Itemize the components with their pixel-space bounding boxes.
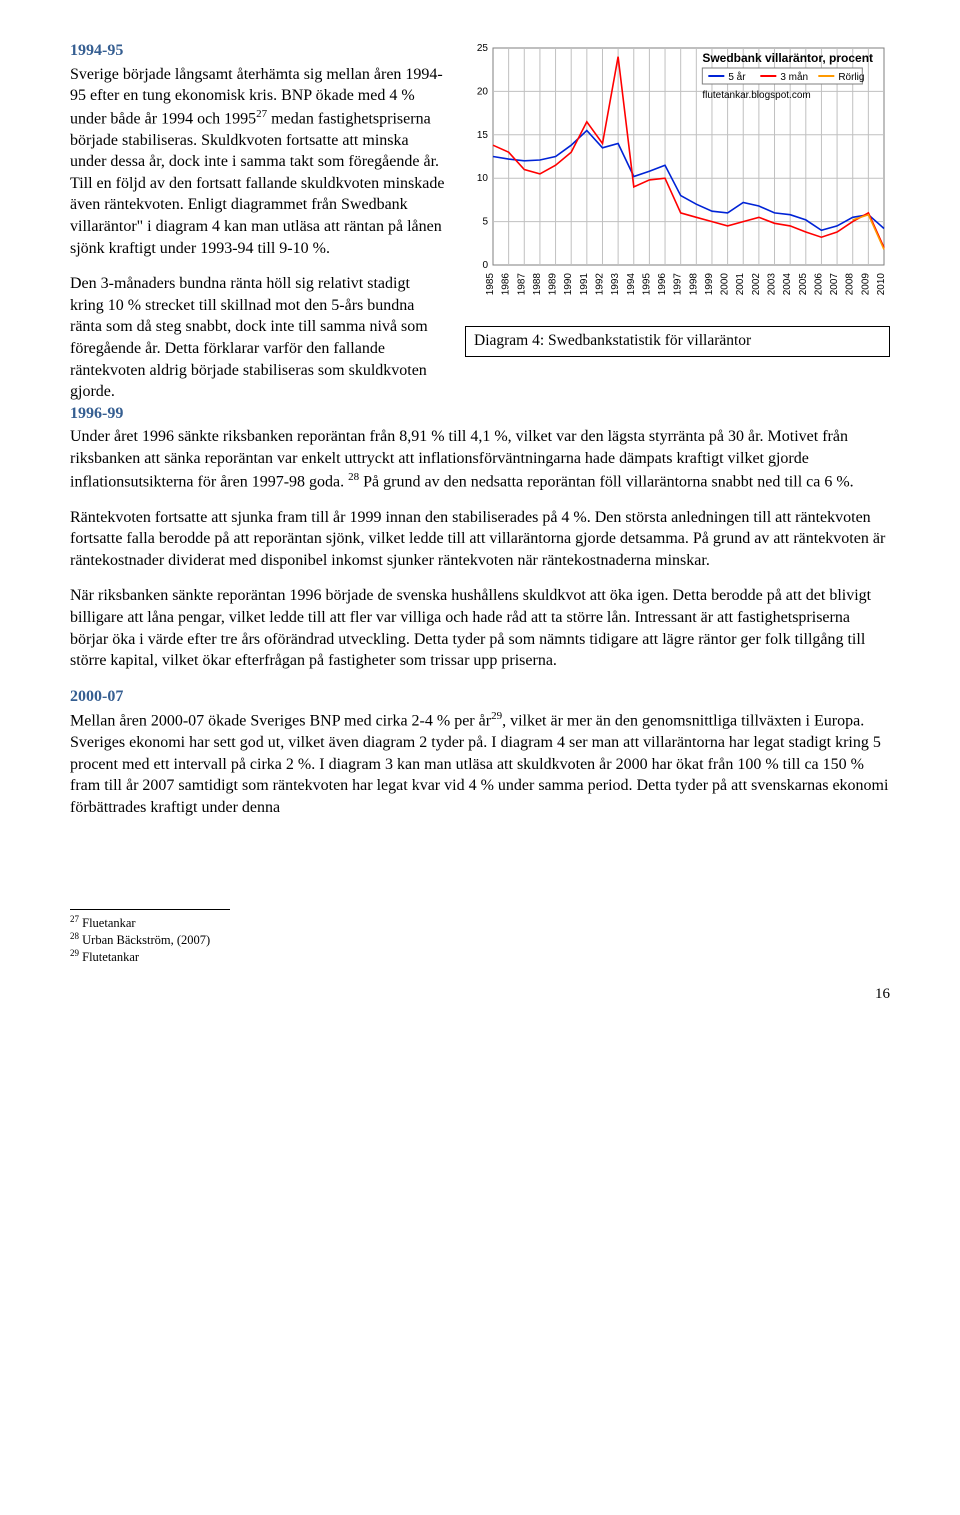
footnotes: 27 Fluetankar 28 Urban Bäckström, (2007)…	[70, 909, 890, 966]
footnote-27: 27 Fluetankar	[70, 914, 890, 931]
svg-text:10: 10	[477, 173, 489, 184]
svg-text:1996: 1996	[657, 273, 668, 296]
svg-text:1986: 1986	[501, 273, 512, 296]
sup29: 29	[491, 710, 502, 722]
svg-text:1999: 1999	[704, 273, 715, 296]
svg-text:2004: 2004	[782, 273, 793, 296]
heading-1996-99: 1996-99	[70, 403, 890, 425]
svg-text:1988: 1988	[532, 273, 543, 296]
svg-text:1991: 1991	[579, 273, 590, 296]
footnote-29: 29 Flutetankar	[70, 948, 890, 965]
svg-text:1992: 1992	[594, 273, 605, 296]
svg-text:Swedbank villaräntor, procent: Swedbank villaräntor, procent	[702, 51, 873, 65]
svg-text:1993: 1993	[610, 273, 621, 296]
svg-text:1997: 1997	[673, 273, 684, 296]
svg-text:5 år: 5 år	[728, 71, 746, 83]
svg-text:5: 5	[482, 217, 488, 228]
sup28: 28	[348, 471, 359, 483]
p3b: På grund av den nedsatta reporäntan föll…	[359, 473, 854, 490]
heading-2000-07: 2000-07	[70, 686, 890, 708]
sup27: 27	[256, 108, 267, 120]
svg-text:2009: 2009	[860, 273, 871, 296]
p1b: medan fastighetspriserna började stabili…	[70, 110, 444, 257]
svg-text:1985: 1985	[485, 273, 496, 296]
paragraph-5: När riksbanken sänkte reporäntan 1996 bö…	[70, 585, 890, 671]
svg-text:15: 15	[477, 130, 489, 141]
svg-text:1998: 1998	[688, 273, 699, 296]
chart-svg-wrap: 0 5 10 15 20 25 1985 1986 1987 1988 1989 1990 1991 19…	[465, 40, 890, 312]
chart-container: 0 5 10 15 20 25 1985 1986 1987 1988 1989 1990 1991 19…	[465, 40, 890, 357]
svg-text:25: 25	[477, 43, 489, 54]
p6a: Mellan åren 2000-07 ökade Sveriges BNP m…	[70, 713, 491, 730]
svg-text:2000: 2000	[720, 273, 731, 296]
paragraph-3: Under året 1996 sänkte riksbanken reporä…	[70, 426, 890, 492]
page-number: 16	[70, 984, 890, 1004]
svg-text:1995: 1995	[641, 273, 652, 296]
svg-text:flutetankar.blogspot.com: flutetankar.blogspot.com	[702, 90, 810, 101]
svg-text:2005: 2005	[798, 273, 809, 296]
footnote-28: 28 Urban Bäckström, (2007)	[70, 931, 890, 948]
svg-text:0: 0	[482, 260, 488, 271]
svg-text:2006: 2006	[813, 273, 824, 296]
svg-text:2003: 2003	[767, 273, 778, 296]
footnote-rule	[70, 909, 230, 910]
svg-text:1989: 1989	[548, 273, 559, 296]
paragraph-6: Mellan åren 2000-07 ökade Sveriges BNP m…	[70, 709, 890, 818]
svg-text:1994: 1994	[626, 273, 637, 296]
svg-text:2010: 2010	[876, 273, 887, 296]
svg-text:2008: 2008	[845, 273, 856, 296]
svg-text:2007: 2007	[829, 273, 840, 296]
svg-text:2001: 2001	[735, 273, 746, 296]
svg-text:1990: 1990	[563, 273, 574, 296]
svg-text:1987: 1987	[516, 273, 527, 296]
svg-text:3 mån: 3 mån	[780, 71, 808, 83]
paragraph-4: Räntekvoten fortsatte att sjunka fram ti…	[70, 507, 890, 572]
svg-text:2002: 2002	[751, 273, 762, 296]
svg-text:Rörlig: Rörlig	[838, 72, 864, 83]
section-1994-95: 0 5 10 15 20 25 1985 1986 1987 1988 1989 1990 1991 19…	[70, 40, 890, 403]
svg-text:20: 20	[477, 86, 489, 97]
swedbank-chart: 0 5 10 15 20 25 1985 1986 1987 1988 1989 1990 1991 19…	[465, 40, 890, 305]
chart-caption-text: Diagram 4: Swedbankstatistik för villarä…	[474, 332, 751, 349]
chart-caption: Diagram 4: Swedbankstatistik för villarä…	[465, 326, 890, 357]
